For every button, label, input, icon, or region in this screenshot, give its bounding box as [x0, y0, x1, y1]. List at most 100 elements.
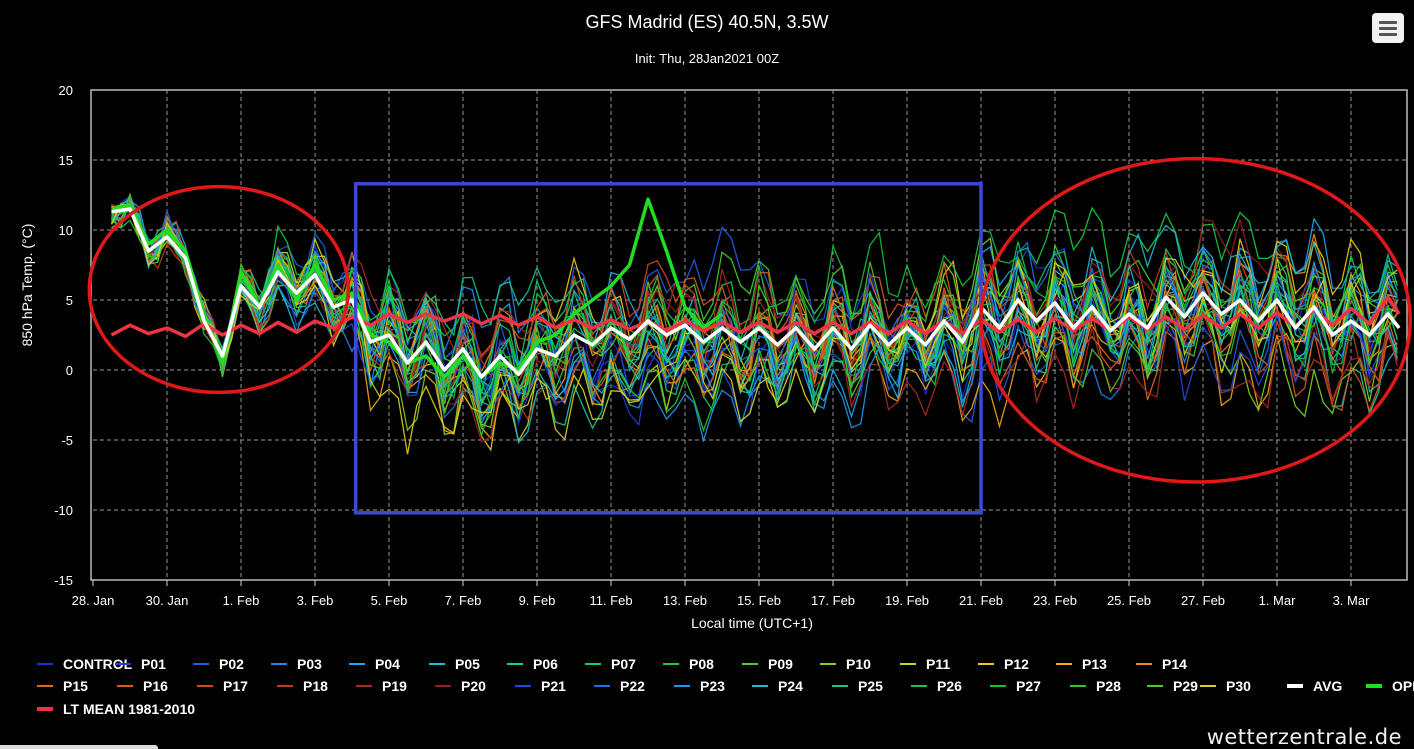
legend-label: P07	[611, 656, 636, 672]
x-tick-label: 15. Feb	[737, 593, 781, 608]
legend-label: P13	[1082, 656, 1107, 672]
x-tick-label: 28. Jan	[72, 593, 115, 608]
legend-item-p18[interactable]: P18	[277, 678, 328, 694]
x-tick-label: 11. Feb	[589, 593, 632, 608]
legend-item-p14[interactable]: P14	[1136, 656, 1187, 672]
scrollbar[interactable]	[0, 745, 158, 749]
legend-item-p30[interactable]: P30	[1200, 678, 1251, 694]
y-tick-label: 10	[59, 223, 73, 238]
ensemble-line-p30	[110, 203, 1398, 455]
y-tick-label: -15	[54, 573, 73, 588]
legend-item-p20[interactable]: P20	[435, 678, 486, 694]
annotation-ellipse-0	[87, 184, 351, 395]
legend-item-p04[interactable]: P04	[349, 656, 400, 672]
legend-item-p10[interactable]: P10	[820, 656, 871, 672]
legend-item-p15[interactable]: P15	[37, 678, 88, 694]
legend-item-p21[interactable]: P21	[515, 678, 566, 694]
annotation-rectangle-1	[353, 182, 983, 515]
legend-label: P18	[303, 678, 328, 694]
legend-label: P09	[768, 656, 793, 672]
legend-label: P17	[223, 678, 248, 694]
ensemble-line-p25	[111, 211, 1398, 408]
legend-item-lt-mean-1981-2010[interactable]: LT MEAN 1981-2010	[37, 701, 195, 717]
legend-item-p08[interactable]: P08	[663, 656, 714, 672]
legend-label: OPER	[1392, 678, 1414, 694]
legend-label: LT MEAN 1981-2010	[63, 701, 195, 717]
legend-label: P08	[689, 656, 714, 672]
legend-label: P11	[926, 656, 950, 672]
main-series	[110, 197, 1401, 379]
legend-item-p12[interactable]: P12	[978, 656, 1029, 672]
legend-item-p09[interactable]: P09	[742, 656, 793, 672]
ensemble-line-p23	[111, 203, 1398, 443]
x-tick-label: 27. Feb	[1181, 593, 1225, 608]
legend-item-p29[interactable]: P29	[1147, 678, 1198, 694]
legend-label: P12	[1004, 656, 1029, 672]
legend-item-p07[interactable]: P07	[585, 656, 636, 672]
legend-label: P15	[63, 678, 88, 694]
chart-title: GFS Madrid (ES) 40.5N, 3.5W	[585, 12, 829, 32]
avg-line	[111, 207, 1401, 379]
watermark: wetterzentrale.de	[1206, 725, 1402, 749]
hamburger-icon-bar	[1379, 27, 1397, 30]
legend-item-control[interactable]: CONTROL	[37, 656, 133, 672]
legend-item-p01[interactable]: P01	[115, 656, 166, 672]
x-tick-label: 23. Feb	[1033, 593, 1077, 608]
annotation-ellipse-2	[979, 156, 1412, 484]
legend-item-p24[interactable]: P24	[752, 678, 803, 694]
legend-item-p23[interactable]: P23	[674, 678, 725, 694]
legend-item-p05[interactable]: P05	[429, 656, 480, 672]
chart-menu-button[interactable]	[1372, 13, 1404, 43]
x-tick-label: 17. Feb	[811, 593, 855, 608]
y-tick-label: 20	[59, 83, 73, 98]
legend-item-p27[interactable]: P27	[990, 678, 1041, 694]
legend-item-p26[interactable]: P26	[911, 678, 962, 694]
legend-label: P23	[700, 678, 725, 694]
legend-item-p11[interactable]: P11	[900, 656, 950, 672]
legend-item-p28[interactable]: P28	[1070, 678, 1121, 694]
legend-item-avg[interactable]: AVG	[1287, 678, 1342, 694]
y-axis-label: 850 hPa Temp. (°C)	[19, 224, 35, 347]
legend-label: P06	[533, 656, 558, 672]
x-tick-label: 9. Feb	[519, 593, 556, 608]
legend-item-p02[interactable]: P02	[193, 656, 244, 672]
x-tick-label: 13. Feb	[663, 593, 707, 608]
y-tick-label: -5	[61, 433, 73, 448]
legend-label: P01	[141, 656, 166, 672]
legend-label: P21	[541, 678, 566, 694]
legend-item-p22[interactable]: P22	[594, 678, 645, 694]
x-tick-label: 25. Feb	[1107, 593, 1151, 608]
hamburger-icon-bar	[1379, 33, 1397, 36]
legend-label: P10	[846, 656, 871, 672]
legend-item-p16[interactable]: P16	[117, 678, 168, 694]
chart-subtitle: Init: Thu, 28Jan2021 00Z	[634, 51, 780, 66]
x-tick-label: 5. Feb	[371, 593, 408, 608]
lt-mean-line	[110, 295, 1401, 339]
legend-item-p25[interactable]: P25	[832, 678, 883, 694]
x-tick-label: 3. Mar	[1333, 593, 1371, 608]
legend-label: P05	[455, 656, 480, 672]
legend-item-p06[interactable]: P06	[507, 656, 558, 672]
x-tick-label: 30. Jan	[146, 593, 189, 608]
legend-label: CONTROL	[63, 656, 133, 672]
plot-frame	[90, 89, 1408, 581]
legend-item-p19[interactable]: P19	[356, 678, 407, 694]
legend-item-oper[interactable]: OPER	[1366, 678, 1414, 694]
y-tick-label: 0	[66, 363, 73, 378]
legend-label: P19	[382, 678, 407, 694]
x-tick-label: 1. Feb	[223, 593, 260, 608]
x-tick-label: 19. Feb	[885, 593, 929, 608]
legend-item-p17[interactable]: P17	[197, 678, 248, 694]
ensemble-line-p21	[111, 200, 1398, 421]
legend-label: P24	[778, 678, 803, 694]
legend-label: P22	[620, 678, 645, 694]
legend-label: P26	[937, 678, 962, 694]
legend-label: P27	[1016, 678, 1041, 694]
legend-label: P20	[461, 678, 486, 694]
legend-item-p13[interactable]: P13	[1056, 656, 1107, 672]
legend-item-p03[interactable]: P03	[271, 656, 322, 672]
x-tick-label: 7. Feb	[445, 593, 482, 608]
legend-label: P28	[1096, 678, 1121, 694]
legend-label: P30	[1226, 678, 1251, 694]
